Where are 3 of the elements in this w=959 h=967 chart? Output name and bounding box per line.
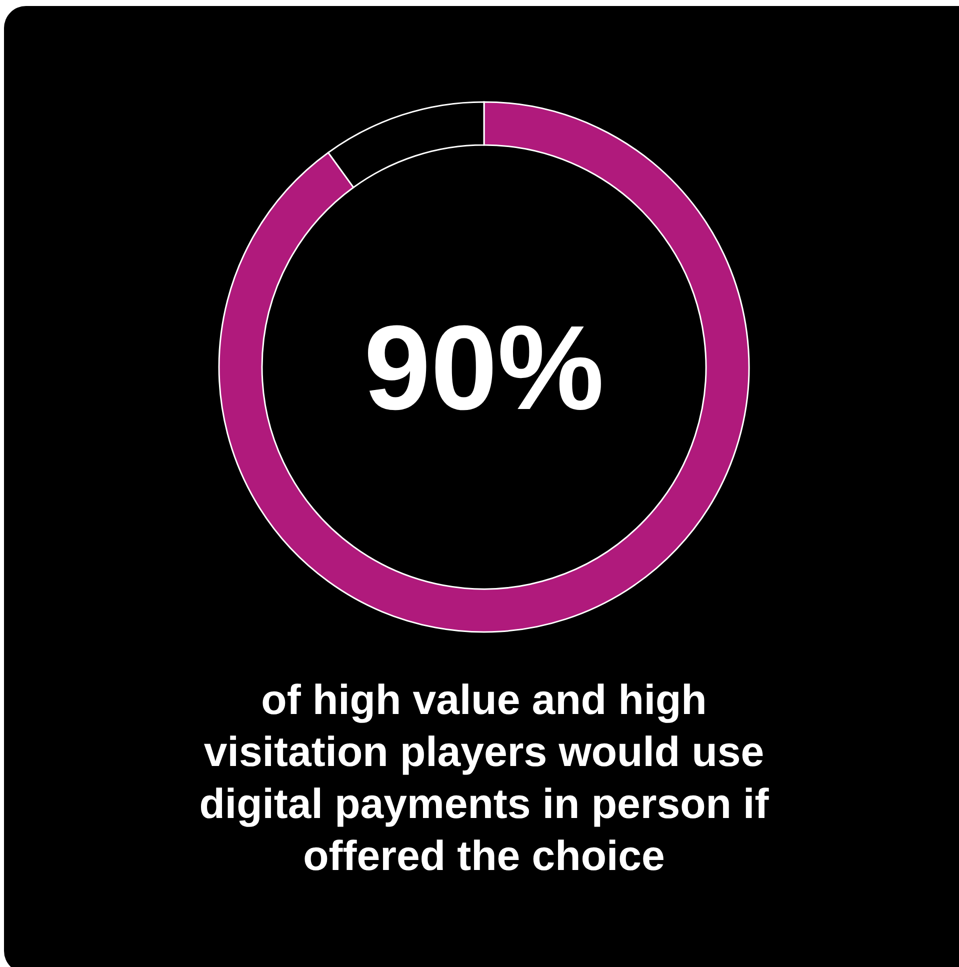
text: of high value and high visitation players would use digital payments in person if offered the choice [199, 676, 770, 879]
donut-slice [218, 101, 750, 632]
data-label: 90% [364, 301, 604, 435]
